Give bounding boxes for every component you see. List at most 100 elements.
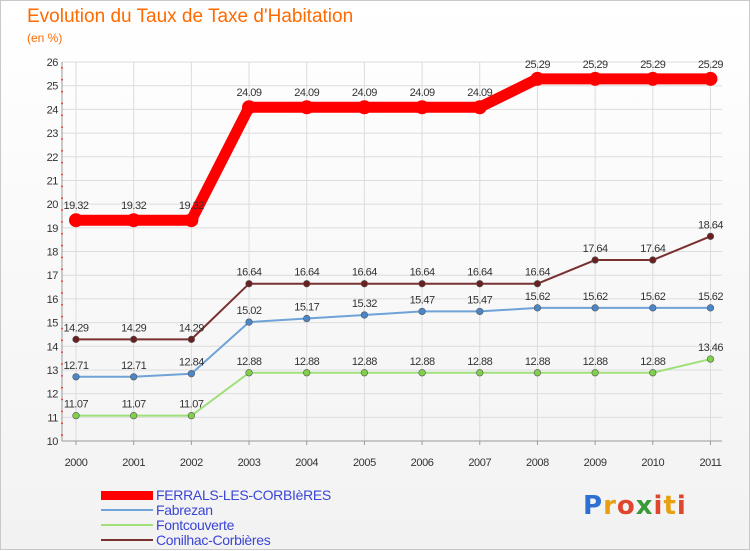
x-tick-label: 2007 (468, 457, 491, 469)
y-tick-label: 17 (47, 270, 59, 282)
data-label: 15.62 (525, 291, 550, 303)
y-minor-tick (61, 197, 63, 200)
data-point (706, 304, 715, 312)
data-point (184, 213, 199, 228)
y-tick-label: 25 (47, 81, 59, 93)
proxiti-logo: Proxiti (583, 491, 687, 521)
data-label: 16.64 (410, 267, 435, 279)
data-point (72, 412, 80, 420)
x-tick-label: 2002 (180, 457, 203, 469)
y-minor-tick (61, 339, 63, 342)
data-label: 24.09 (410, 87, 435, 99)
y-tick-label: 14 (47, 341, 59, 353)
data-label: 15.02 (237, 305, 262, 317)
data-point (415, 100, 430, 115)
legend-swatch (101, 524, 153, 526)
x-tick-label: 2009 (584, 457, 607, 469)
data-label: 12.71 (63, 360, 88, 372)
y-minor-tick (61, 398, 63, 401)
y-minor-tick (61, 232, 63, 235)
data-label: 14.29 (63, 322, 88, 334)
y-minor-tick (61, 138, 63, 140)
grid-layer (62, 61, 722, 442)
logo-letter: r (603, 491, 617, 521)
data-label: 15.32 (352, 298, 377, 310)
y-minor-tick (61, 280, 63, 283)
data-point (187, 412, 195, 420)
data-label: 24.09 (467, 87, 492, 99)
data-point (530, 71, 545, 86)
series-line-2 (75, 358, 712, 417)
y-minor-tick (61, 374, 63, 377)
data-point (130, 373, 138, 381)
data-label: 25.29 (698, 59, 723, 71)
data-label: 16.64 (237, 267, 262, 279)
data-label: 12.88 (583, 356, 608, 368)
data-point (706, 355, 715, 363)
legend-swatch (101, 509, 153, 511)
data-label: 12.71 (121, 360, 146, 372)
chart-title: Evolution du Taux de Taxe d'Habitation (27, 6, 354, 27)
data-label: 15.62 (583, 291, 608, 303)
logo-letter: i (676, 491, 687, 521)
legend-item: Fabrezan (101, 502, 361, 518)
y-minor-tick (61, 422, 63, 425)
logo-letter: i (653, 491, 664, 521)
data-label: 14.29 (179, 322, 204, 334)
x-tick-label: 2004 (295, 457, 318, 469)
data-point (591, 256, 599, 264)
data-label: 16.64 (525, 267, 550, 279)
legend-label: Conilhac-Corbières (156, 532, 271, 548)
y-tick-label: 20 (47, 199, 59, 211)
data-point (591, 304, 599, 312)
data-point (418, 307, 426, 316)
data-point (418, 369, 426, 377)
data-label: 12.88 (467, 356, 492, 368)
data-point (303, 314, 311, 323)
legend-item: Fontcouverte (101, 517, 361, 533)
legend-label: Fabrezan (156, 502, 213, 518)
data-point (476, 307, 484, 316)
data-point (72, 373, 80, 381)
y-minor-tick (61, 78, 63, 81)
y-minor-tick (61, 90, 63, 93)
data-label: 12.88 (237, 356, 262, 368)
data-label: 25.29 (525, 59, 550, 71)
x-tick-label: 2000 (65, 457, 88, 469)
data-point (242, 100, 257, 115)
x-tick-label: 2003 (238, 457, 261, 469)
y-minor-tick (61, 67, 63, 69)
y-tick-label: 10 (47, 436, 59, 448)
data-label: 17.64 (640, 243, 665, 255)
data-point (187, 370, 195, 378)
data-point (703, 71, 718, 86)
y-tick-label: 12 (47, 389, 59, 401)
data-point (245, 318, 253, 326)
series-line-0 (70, 73, 716, 226)
data-point (645, 71, 660, 86)
y-tick-label: 16 (47, 294, 59, 306)
data-label: 12.84 (179, 357, 204, 369)
data-point (472, 100, 487, 115)
y-minor-tick (61, 161, 63, 164)
data-point (72, 335, 80, 343)
data-point (591, 369, 599, 377)
y-minor-tick (61, 114, 63, 117)
y-minor-tick (61, 410, 63, 413)
data-label: 16.64 (352, 267, 377, 279)
data-point (126, 213, 141, 228)
data-point (303, 280, 311, 288)
legend-swatch (101, 490, 153, 500)
data-label: 12.88 (640, 356, 665, 368)
y-minor-tick (61, 327, 63, 330)
data-label: 11.07 (179, 399, 204, 411)
data-label: 12.88 (352, 356, 377, 368)
x-tick-label: 2010 (641, 457, 664, 469)
legend-swatch (101, 539, 153, 541)
data-label: 15.47 (467, 294, 492, 306)
y-minor-tick (61, 292, 63, 294)
data-label: 24.09 (237, 87, 262, 99)
data-label: 15.17 (294, 302, 319, 314)
y-minor-tick (61, 256, 63, 259)
